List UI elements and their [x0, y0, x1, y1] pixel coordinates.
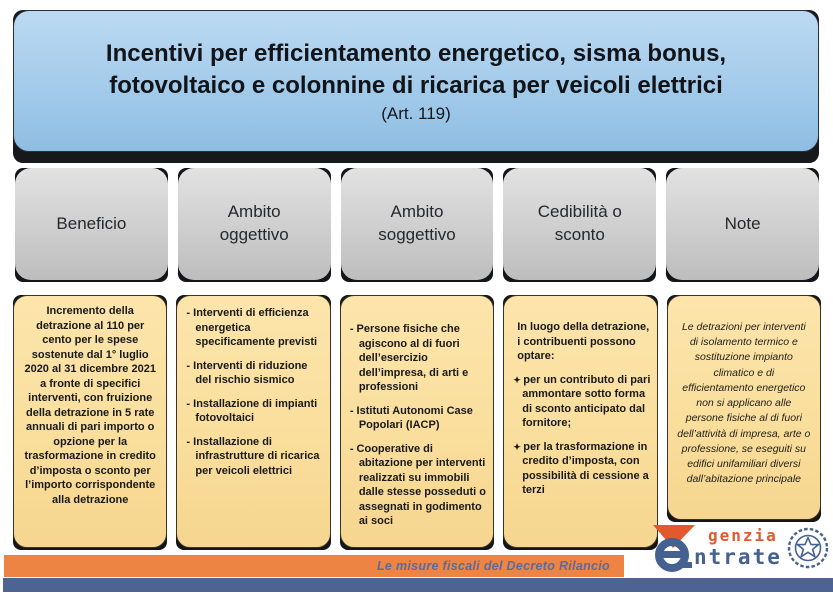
- bullet-list: per un contributo di pari ammontare sott…: [513, 373, 650, 498]
- logo-wordmark: genzia ntrate: [694, 528, 782, 568]
- bullet-list: Interventi di efficienza energetica spec…: [186, 306, 324, 478]
- card-body: In luogo della detrazione, i contribuent…: [503, 295, 658, 548]
- bullet-item: per un contributo di pari ammontare sott…: [513, 373, 650, 431]
- agenzia-entrate-logo: genzia ntrate: [648, 519, 830, 577]
- bullet-item: per la trasformazione in credito d’impos…: [513, 440, 650, 498]
- header-box: Ambito soggettivo: [340, 168, 494, 280]
- card-ambito-soggettivo: Persone fisiche che agiscono al di fuori…: [339, 295, 495, 550]
- italian-republic-emblem-icon: [787, 527, 829, 569]
- column-header-beneficio: Beneficio: [15, 168, 168, 282]
- header-label: Note: [724, 213, 761, 233]
- bullet-item: Istituti Autonomi Case Popolari (IACP): [350, 404, 488, 433]
- header-box: Note: [666, 168, 819, 280]
- column-header-ambito-soggettivo: Ambito soggettivo: [340, 168, 494, 282]
- header-box: Ambito oggettivo: [177, 168, 331, 280]
- column-header-note: Note: [666, 168, 819, 282]
- header-label: Ambito oggettivo: [219, 202, 289, 244]
- card-text: Le detrazioni per interventi di isolamen…: [677, 321, 811, 486]
- title-box-frame: Incentivi per efficientamento energetico…: [13, 10, 819, 163]
- card-ambito-oggettivo: Interventi di efficienza energetica spec…: [176, 295, 331, 550]
- footer-banner-text: Le misure fiscali del Decreto Rilancio: [376, 559, 610, 573]
- column-header-ambito-oggettivo: Ambito oggettivo: [177, 168, 331, 282]
- card-cedibilita-o-sconto: In luogo della detrazione, i contribuent…: [503, 295, 658, 550]
- card-beneficio: Incremento della detrazione al 110 per c…: [13, 295, 168, 550]
- header-label: Ambito soggettivo: [378, 202, 456, 244]
- logo-text-genzia: genzia: [708, 526, 778, 545]
- bullet-item: Interventi di riduzione del rischio sism…: [186, 359, 324, 388]
- card-body: Incremento della detrazione al 110 per c…: [13, 295, 168, 548]
- header-box: Beneficio: [15, 168, 168, 280]
- logo-text-ntrate: ntrate: [694, 545, 782, 569]
- card-intro: In luogo della detrazione, i contribuent…: [517, 321, 650, 363]
- bullet-item: Cooperative di abitazione per interventi…: [350, 442, 488, 529]
- column-headers-row: Beneficio Ambito oggettivo Ambito sogget…: [15, 168, 819, 282]
- column-header-cedibilita-o-sconto: Cedibilità o sconto: [503, 168, 657, 282]
- slide-subtitle: (Art. 119): [381, 104, 451, 124]
- card-text: Incremento della detrazione al 110 per c…: [24, 305, 156, 506]
- slide-title: Incentivi per efficientamento energetico…: [105, 39, 727, 99]
- card-note: Le detrazioni per interventi di isolamen…: [666, 295, 822, 522]
- bullet-list: Persone fisiche che agiscono al di fuori…: [350, 322, 488, 529]
- bullet-item: Persone fisiche che agiscono al di fuori…: [350, 322, 488, 395]
- content-cards-row: Incremento della detrazione al 110 per c…: [13, 295, 822, 550]
- title-box: Incentivi per efficientamento energetico…: [13, 10, 819, 152]
- bullet-item: Installazione di infrastrutture di ricar…: [186, 435, 324, 479]
- footer-banner: Le misure fiscali del Decreto Rilancio: [4, 555, 624, 577]
- header-box: Cedibilità o sconto: [503, 168, 657, 280]
- footer-bottom-bar: [3, 578, 833, 592]
- card-body: Persone fisiche che agiscono al di fuori…: [339, 295, 495, 548]
- bullet-item: Interventi di efficienza energetica spec…: [186, 306, 324, 350]
- card-body: Interventi di efficienza energetica spec…: [176, 295, 331, 548]
- bullet-item: Installazione di impianti fotovoltaici: [186, 397, 324, 426]
- card-body: Le detrazioni per interventi di isolamen…: [666, 295, 822, 520]
- header-label: Cedibilità o sconto: [537, 202, 622, 244]
- agenzia-entrate-mark-icon: [653, 525, 695, 572]
- header-label: Beneficio: [56, 213, 127, 233]
